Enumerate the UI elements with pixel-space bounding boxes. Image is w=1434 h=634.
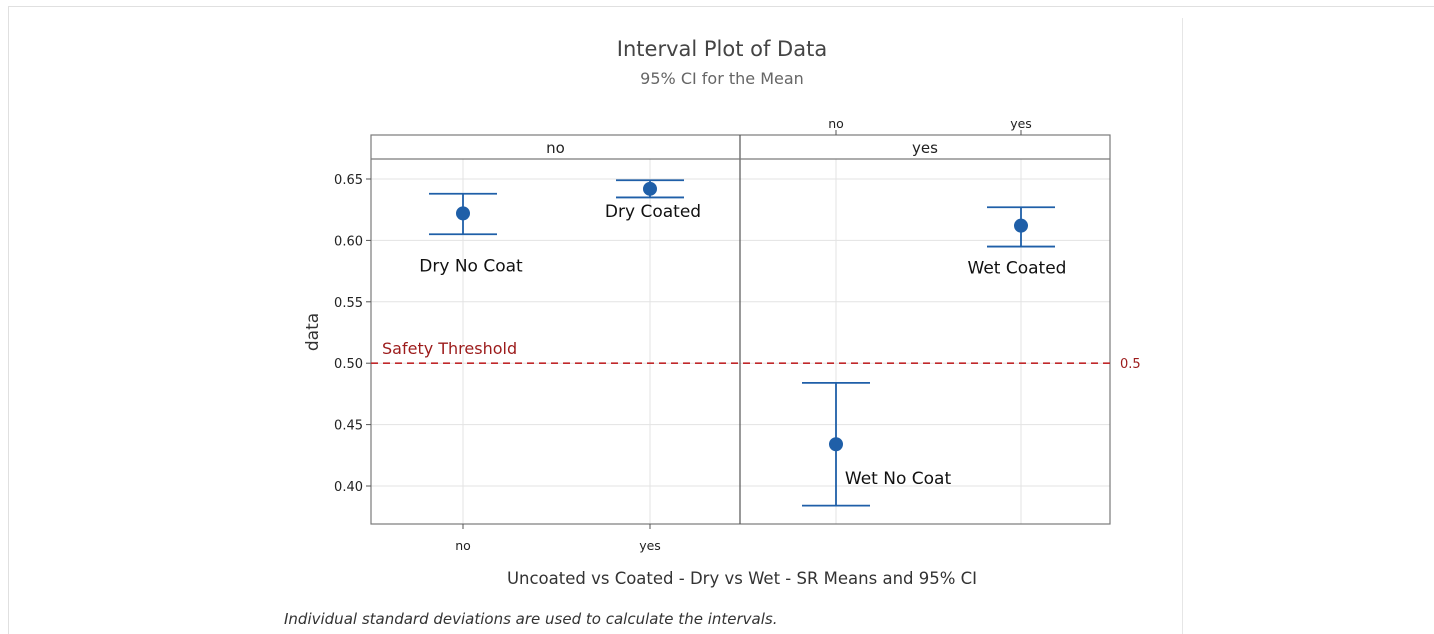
x-tick-label-yes: yes [1010,116,1032,131]
x-tick-label-no: no [828,116,844,131]
footnote: Individual standard deviations are used … [284,610,777,628]
plot-area: no yes 0.40 0.45 0.50 0.55 0.60 0.65 no yes no yes S… [334,116,1141,553]
pane-divider [1182,18,1183,634]
annotation-label: Wet Coated [968,259,1067,279]
y-tick-label: 0.60 [334,234,363,249]
y-tick-label: 0.50 [334,357,363,372]
annotation-label: Dry Coated [605,202,701,222]
mean-point [829,437,843,452]
y-tick-label: 0.40 [334,480,363,495]
annotation-label: Dry No Coat [419,256,523,276]
annotation-label: Wet No Coat [845,469,952,489]
chart-subtitle: 95% CI for the Mean [640,69,804,88]
mean-point [456,206,470,221]
x-axis-label: Uncoated vs Coated - Dry vs Wet - SR Mea… [507,569,977,588]
reference-line-label: Safety Threshold [382,339,517,358]
x-tick-label-yes: yes [639,538,661,553]
x-tick-label-no: no [455,538,471,553]
y-tick-label: 0.45 [334,419,363,434]
panel-label-no: no [546,139,565,157]
mean-point [1014,218,1028,233]
panel-label-yes: yes [912,139,938,157]
y-axis-label: data [303,313,323,351]
mean-point [643,181,657,196]
reference-line-value: 0.5 [1120,357,1141,372]
window-frame [8,6,1434,634]
chart-title: Interval Plot of Data [617,37,827,61]
y-tick-label: 0.55 [334,296,363,311]
y-tick-label: 0.65 [334,173,363,188]
